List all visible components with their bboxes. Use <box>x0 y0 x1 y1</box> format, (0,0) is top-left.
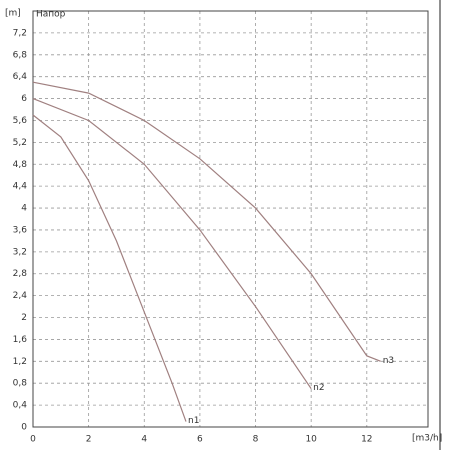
plot-frame <box>32 10 429 428</box>
y-tick-label: 6,4 <box>13 72 28 82</box>
curve <box>32 98 312 390</box>
y-tick-label: 4 <box>21 204 27 214</box>
x-tick-label: 12 <box>361 435 372 445</box>
curve-label: n2 <box>313 383 324 393</box>
y-tick-label: 0,8 <box>13 379 28 389</box>
y-tick-label: 2 <box>21 313 27 323</box>
y-tick-label: 0,4 <box>13 401 28 411</box>
y-tick-label: 6,8 <box>13 50 28 60</box>
x-tick-label: 6 <box>197 435 203 445</box>
chart-title: Напор <box>36 10 66 20</box>
curve <box>32 114 187 422</box>
y-tick-label: 3,2 <box>13 247 27 257</box>
x-tick-label: 8 <box>253 435 259 445</box>
curve <box>32 81 381 362</box>
y-tick-label: 3,6 <box>13 225 28 235</box>
y-tick-label: 0 <box>21 423 27 433</box>
y-tick-label: 2,8 <box>13 269 28 279</box>
y-tick-label: 2,4 <box>13 291 28 301</box>
y-tick-label: 1,2 <box>13 357 27 367</box>
x-tick-label: 0 <box>30 435 36 445</box>
x-tick-label: 10 <box>305 435 317 445</box>
y-tick-label: 6 <box>21 94 27 104</box>
x-axis-label: [m3/h] <box>412 434 442 444</box>
y-tick-label: 7,2 <box>13 28 27 38</box>
y-axis-label: [m] <box>5 9 21 19</box>
y-tick-label: 5,6 <box>13 116 28 126</box>
x-tick-label: 2 <box>86 435 92 445</box>
y-tick-label: 1,6 <box>13 335 28 345</box>
y-tick-label: 4,8 <box>13 160 28 170</box>
y-tick-label: 4,4 <box>13 182 28 192</box>
y-tick-label: 5,2 <box>13 138 27 148</box>
x-tick-label: 4 <box>141 435 147 445</box>
curve-label: n1 <box>188 416 199 426</box>
curve-label: n3 <box>383 356 394 366</box>
